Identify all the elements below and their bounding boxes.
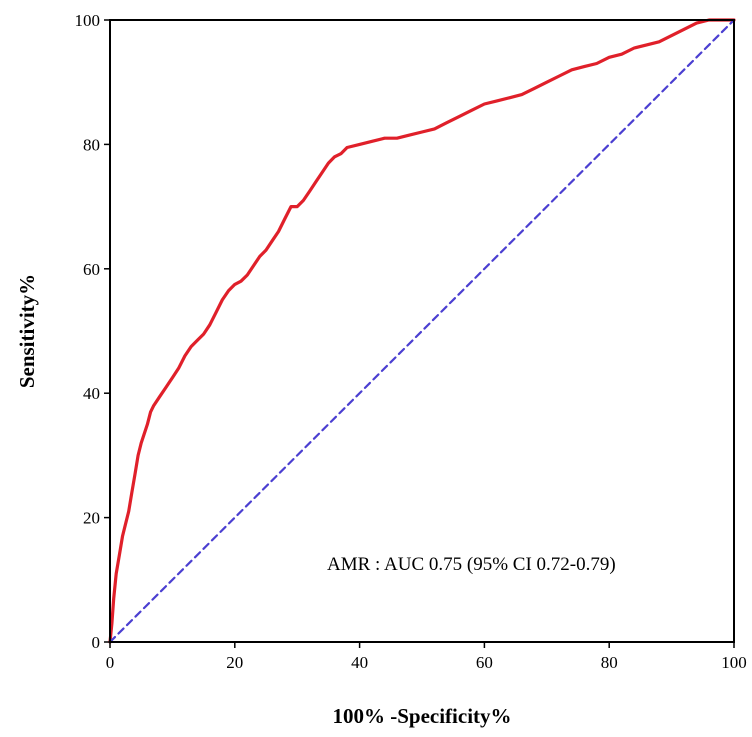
auc-annotation: AMR : AUC 0.75 (95% CI 0.72-0.79) bbox=[327, 554, 616, 575]
x-tick-label: 0 bbox=[106, 653, 115, 672]
y-tick-label: 20 bbox=[83, 509, 100, 528]
reference-diagonal-line bbox=[108, 18, 736, 644]
x-axis-title: 100% -Specificity% bbox=[332, 704, 511, 728]
x-tick-label: 20 bbox=[226, 653, 243, 672]
y-tick-label: 100 bbox=[75, 11, 101, 30]
x-tick-label: 80 bbox=[601, 653, 618, 672]
plot-area bbox=[108, 18, 736, 644]
y-tick-label: 0 bbox=[92, 633, 101, 652]
y-tick-label: 40 bbox=[83, 384, 100, 403]
x-tick-label: 100 bbox=[721, 653, 747, 672]
roc-curve-line bbox=[108, 18, 736, 644]
axis-ticks: 0 20 40 60 80 100 0 20 40 60 80 100 bbox=[75, 11, 747, 672]
y-axis-title: Sensitivity% bbox=[15, 274, 39, 388]
x-tick-label: 60 bbox=[476, 653, 493, 672]
plot-frame bbox=[109, 19, 735, 643]
y-tick-label: 80 bbox=[83, 135, 100, 154]
x-tick-label: 40 bbox=[351, 653, 368, 672]
y-tick-label: 60 bbox=[83, 260, 100, 279]
